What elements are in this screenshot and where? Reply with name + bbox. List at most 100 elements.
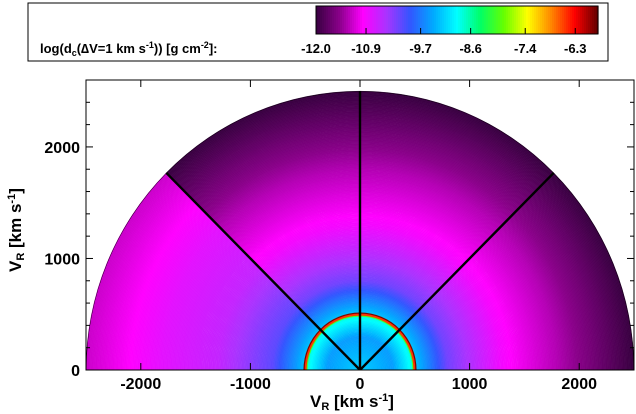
colorbar-swatch: [506, 6, 509, 34]
colorbar-swatch: [502, 6, 505, 34]
y-axis-ticks: 0 1000 2000: [44, 101, 634, 380]
colorbar-swatch: [374, 6, 377, 34]
colorbar-swatch: [494, 6, 497, 34]
x-axis-label: VR [km s-1]: [310, 392, 394, 413]
colorbar-swatch: [556, 6, 559, 34]
colorbar-swatch: [482, 6, 485, 34]
colorbar-swatch: [328, 6, 331, 34]
colorbar-label-delta: ∆: [81, 41, 89, 56]
colorbar-swatch: [466, 6, 469, 34]
colorbar-swatch: [582, 6, 585, 34]
colorbar-label-mid2: )) [g cm: [154, 41, 201, 56]
colorbar-swatch: [470, 6, 473, 34]
colorbar-swatch: [544, 6, 547, 34]
colorbar-swatch: [362, 6, 365, 34]
colorbar-swatch: [524, 6, 527, 34]
colorbar-swatch: [326, 6, 329, 34]
colorbar-swatch: [478, 6, 481, 34]
colorbar-swatch: [468, 6, 471, 34]
colorbar-swatch: [534, 6, 537, 34]
colorbar-swatch: [438, 6, 441, 34]
sector-line: [165, 171, 361, 370]
y-axis-label: VR [km s-1]: [6, 188, 27, 272]
colorbar-swatch: [340, 6, 343, 34]
colorbar-swatch: [454, 6, 457, 34]
colorbar-swatch: [402, 6, 405, 34]
colorbar-label-sub: c: [72, 48, 77, 58]
colorbar-swatch: [480, 6, 483, 34]
colorbar-swatch: [486, 6, 489, 34]
colorbar-swatch: [430, 6, 433, 34]
colorbar-swatch: [394, 6, 397, 34]
colorbar-swatch: [496, 6, 499, 34]
colorbar-swatch: [348, 6, 351, 34]
colorbar-swatch: [492, 6, 495, 34]
colorbar-swatch: [578, 6, 581, 34]
y-axis-label-main: V: [6, 260, 25, 272]
colorbar-swatch: [400, 6, 403, 34]
colorbar-swatch: [384, 6, 387, 34]
colorbar-swatch: [318, 6, 321, 34]
colorbar-swatch: [444, 6, 447, 34]
x-tick-label: 1000: [452, 376, 488, 393]
colorbar-swatch: [414, 6, 417, 34]
colorbar-swatch: [316, 6, 319, 34]
colorbar-swatch: [456, 6, 459, 34]
x-tick-label: 2000: [561, 376, 597, 393]
colorbar-label: log(dc(∆V=1 km s-1)) [g cm-2]:: [40, 40, 218, 58]
colorbar-swatch: [372, 6, 375, 34]
y-tick-label: 1000: [44, 251, 80, 268]
y-axis-label-sub: R: [15, 253, 27, 261]
colorbar-swatch: [596, 6, 599, 34]
colorbar-swatch: [532, 6, 535, 34]
density-band: [307, 331, 325, 370]
x-tick-label: -2000: [120, 376, 161, 393]
colorbar-swatch: [590, 6, 593, 34]
colorbar-swatch: [380, 6, 383, 34]
colorbar-swatch: [538, 6, 541, 34]
colorbar-swatch: [350, 6, 353, 34]
colorbar-swatch: [418, 6, 421, 34]
colorbar-swatch: [594, 6, 597, 34]
colorbar-swatch: [334, 6, 337, 34]
colorbar-tick-label: -7.4: [514, 41, 537, 56]
colorbar-swatch: [416, 6, 419, 34]
colorbar-swatch: [366, 6, 369, 34]
colorbar-swatch: [432, 6, 435, 34]
colorbar-swatch: [546, 6, 549, 34]
colorbar-swatch: [390, 6, 393, 34]
colorbar-swatch: [336, 6, 339, 34]
colorbar-swatch: [508, 6, 511, 34]
colorbar-swatch: [440, 6, 443, 34]
colorbar-swatch: [346, 6, 349, 34]
colorbar-swatch: [558, 6, 561, 34]
colorbar-swatch: [560, 6, 563, 34]
colorbar-swatch: [552, 6, 555, 34]
y-axis-label-exp: -1: [6, 194, 18, 204]
x-axis-ticks: -2000 -1000 0 1000 2000: [120, 80, 597, 393]
colorbar-swatch: [388, 6, 391, 34]
colorbar-swatch: [420, 6, 423, 34]
colorbar-swatch: [548, 6, 551, 34]
colorbar-swatch: [410, 6, 413, 34]
density-band: [292, 321, 314, 370]
colorbar-swatch: [580, 6, 583, 34]
colorbar-swatch: [392, 6, 395, 34]
colorbar-swatch: [510, 6, 513, 34]
y-tick-label: 0: [71, 363, 80, 380]
colorbar-swatch: [464, 6, 467, 34]
colorbar-swatch: [322, 6, 325, 34]
colorbar-swatch: [428, 6, 431, 34]
colorbar-swatch: [360, 6, 363, 34]
y-tick-label: 2000: [44, 140, 80, 157]
colorbar-swatch: [320, 6, 323, 34]
colorbar-swatch: [452, 6, 455, 34]
colorbar-swatch: [422, 6, 425, 34]
colorbar-frame: [315, 5, 599, 35]
colorbar-swatch: [592, 6, 595, 34]
colorbar-swatch: [450, 6, 453, 34]
colorbar-swatch: [406, 6, 409, 34]
x-axis-label-unit: [km s: [329, 392, 378, 411]
sector-lines: [165, 91, 555, 370]
